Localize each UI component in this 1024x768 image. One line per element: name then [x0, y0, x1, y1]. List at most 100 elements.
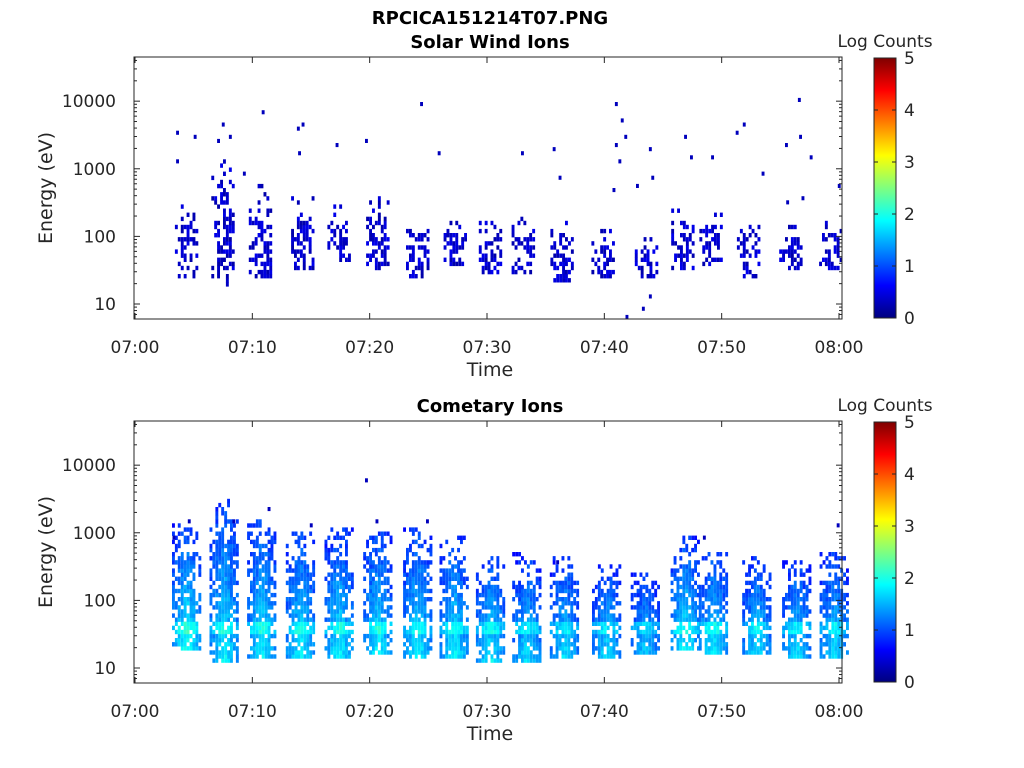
heatmap-cell [198, 646, 202, 651]
heatmap-cell [639, 605, 643, 610]
heatmap-cell [220, 200, 223, 205]
heatmap-cell [255, 597, 259, 602]
heatmap-cell [487, 642, 491, 647]
heatmap-cell [369, 200, 372, 205]
heatmap-cell [423, 633, 427, 639]
heatmap-cell [822, 237, 825, 242]
heatmap-cell [654, 588, 658, 594]
heatmap-cell [710, 584, 714, 590]
heatmap-cell [633, 580, 637, 586]
heatmap-cell [192, 556, 196, 561]
heatmap-cell [258, 543, 262, 549]
heatmap-cell [753, 625, 757, 631]
heatmap-cell [273, 568, 277, 573]
heatmap-cell [306, 638, 310, 643]
heatmap-cell [799, 617, 803, 622]
heatmap-cell [564, 580, 568, 586]
heatmap-cell [499, 249, 503, 254]
heatmap-cell [257, 269, 261, 275]
heatmap-cell [496, 588, 500, 594]
heatmap-cell [342, 584, 345, 590]
heatmap-cell [676, 580, 680, 586]
heatmap-cell [748, 625, 751, 631]
heatmap-cell [345, 629, 348, 635]
heatmap-cell [221, 646, 225, 651]
heatmap-cell [409, 597, 412, 602]
heatmap-cell [751, 592, 754, 598]
heatmap-cell [366, 617, 369, 622]
heatmap-cell [180, 556, 184, 561]
heatmap-cell [429, 547, 433, 553]
heatmap-cell [515, 588, 519, 594]
heatmap-cell [221, 576, 225, 581]
heatmap-cell [618, 633, 622, 639]
heatmap-cell [227, 588, 230, 594]
heatmap-cell [701, 617, 705, 622]
heatmap-cell [209, 613, 213, 618]
heatmap-cell [484, 592, 488, 598]
heatmap-cell [484, 625, 488, 631]
heatmap-cell [490, 625, 494, 631]
heatmap-cell [648, 592, 652, 598]
heatmap-cell [532, 633, 536, 639]
heatmap-cell [790, 584, 794, 590]
heatmap-cell [414, 564, 418, 569]
heatmap-cell [445, 588, 449, 594]
x-tick-label: 08:00 [815, 702, 864, 722]
heatmap-cell [217, 257, 220, 262]
heatmap-cell [805, 592, 809, 598]
heatmap-cell [212, 633, 216, 639]
heatmap-cell [383, 625, 387, 631]
heatmap-cell [183, 539, 187, 545]
heatmap-cell [454, 633, 457, 639]
heatmap-cell [377, 609, 381, 614]
heatmap-cell [263, 274, 267, 279]
heatmap-cell [233, 642, 236, 647]
heatmap-cell [442, 580, 446, 586]
heatmap-cell [805, 654, 809, 659]
heatmap-cell [790, 592, 794, 598]
heatmap-cell [269, 208, 273, 213]
heatmap-cell [423, 629, 427, 635]
heatmap-cell [303, 568, 307, 573]
heatmap-cell [377, 547, 381, 553]
heatmap-cell [670, 588, 674, 594]
heatmap-cell [460, 654, 463, 659]
heatmap-cell [688, 613, 692, 618]
heatmap-cell [768, 572, 772, 577]
heatmap-cell [538, 576, 542, 581]
heatmap-cell [309, 584, 313, 590]
heatmap-cell [192, 621, 196, 626]
heatmap-cell [639, 588, 643, 594]
heatmap-cell [227, 658, 230, 663]
heatmap-cell [493, 625, 497, 631]
heatmap-cell [676, 642, 680, 647]
heatmap-cell [294, 592, 298, 598]
heatmap-cell [624, 134, 628, 139]
heatmap-cell [481, 642, 485, 647]
heatmap-cell [372, 547, 375, 553]
heatmap-cell [439, 629, 443, 635]
heatmap-cell [796, 253, 800, 258]
heatmap-cell [651, 592, 655, 598]
heatmap-cell [455, 220, 459, 226]
heatmap-cell [512, 658, 516, 663]
heatmap-cell [555, 650, 559, 655]
heatmap-cell [273, 601, 277, 606]
heatmap-cell [648, 605, 652, 610]
heatmap-cell [742, 233, 746, 238]
heatmap-cell [788, 584, 791, 590]
heatmap-cell [423, 564, 427, 569]
heatmap-cell [374, 580, 378, 586]
heatmap-cell [462, 646, 466, 651]
heatmap-cell [336, 617, 340, 622]
heatmap-cell [634, 257, 638, 262]
heatmap-cell [819, 629, 823, 635]
heatmap-cell [753, 646, 757, 651]
heatmap-cell [490, 621, 494, 626]
heatmap-cell [339, 617, 343, 622]
heatmap-cell [654, 646, 658, 651]
heatmap-cell [597, 638, 601, 643]
heatmap-cell [192, 274, 196, 279]
heatmap-cell [570, 613, 574, 618]
